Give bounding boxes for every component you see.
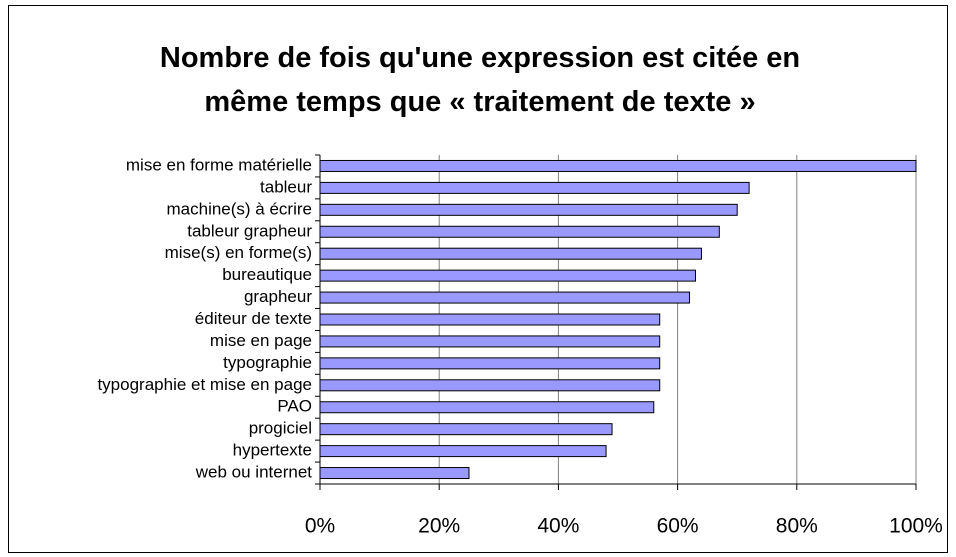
- chart-title: Nombre de fois qu'une expression est cit…: [159, 42, 801, 118]
- y-tick-label: progiciel: [249, 419, 312, 438]
- bar: [319, 247, 702, 260]
- bar: [319, 181, 750, 194]
- x-tick-label: 0%: [305, 515, 335, 538]
- y-tick-label: typographie: [223, 353, 312, 372]
- y-tick-label: PAO: [277, 397, 312, 416]
- y-tick-label: machine(s) à écrire: [167, 199, 313, 218]
- bar: [319, 423, 613, 436]
- bar: [319, 291, 691, 304]
- x-tick-label: 20%: [418, 515, 460, 538]
- bar: [319, 313, 661, 326]
- y-tick-label: tableur grapheur: [187, 221, 312, 240]
- bar: [319, 335, 661, 348]
- y-tick-label: mise en page: [210, 331, 312, 350]
- bar: [319, 159, 917, 172]
- y-tick-label: éditeur de texte: [195, 309, 312, 328]
- x-tick-label: 40%: [537, 515, 579, 538]
- bar: [319, 467, 470, 480]
- y-tick-label: bureautique: [222, 265, 312, 284]
- y-tick-label: tableur: [260, 177, 312, 196]
- bar: [319, 401, 655, 414]
- x-tick-label: 80%: [776, 515, 818, 538]
- y-tick-label: typographie et mise en page: [97, 375, 312, 394]
- y-tick-label: web ou internet: [195, 463, 313, 482]
- y-tick-label: mise en forme matérielle: [126, 155, 312, 174]
- y-tick-label: grapheur: [244, 287, 312, 306]
- x-tick-label: 100%: [889, 515, 943, 538]
- x-tick-label: 60%: [657, 515, 699, 538]
- bar: [319, 225, 720, 238]
- bar: [319, 357, 661, 370]
- bar: [319, 379, 661, 392]
- chart-border: [8, 5, 948, 553]
- bar: [319, 445, 607, 458]
- y-tick-label: hypertexte: [233, 441, 312, 460]
- bar: [319, 203, 738, 216]
- y-tick-label: mise(s) en forme(s): [165, 243, 312, 262]
- bar: [319, 269, 696, 282]
